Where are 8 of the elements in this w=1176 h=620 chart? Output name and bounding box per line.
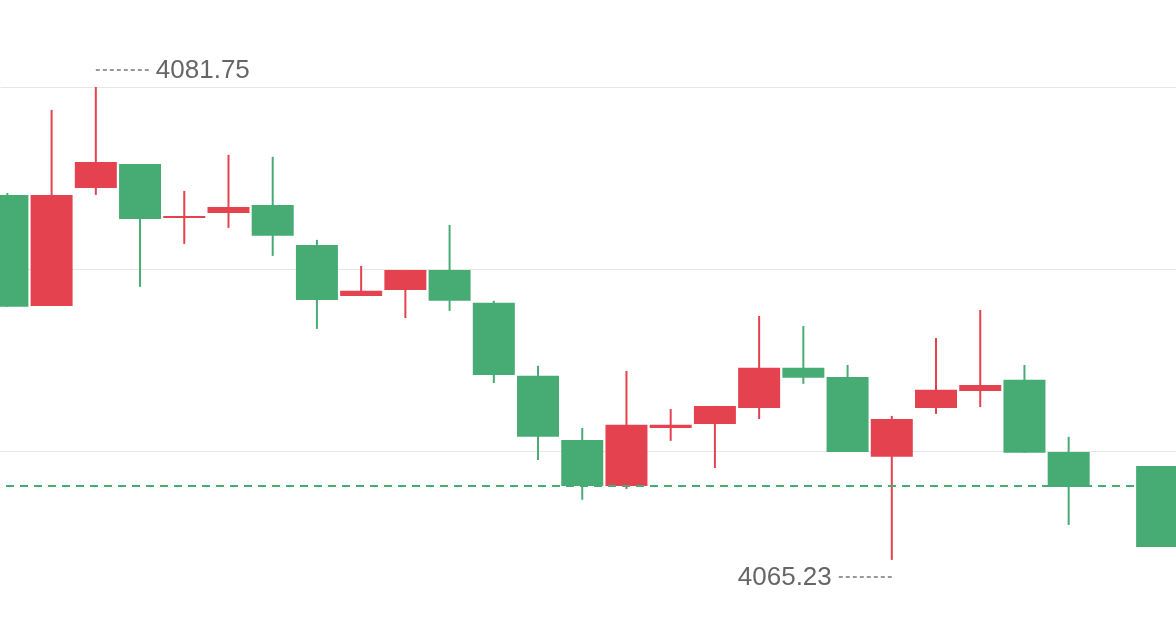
candlestick [959, 309, 1002, 409]
annotation: 4081.75 [155, 54, 250, 85]
candlestick [649, 408, 692, 442]
candlestick [163, 189, 206, 245]
annotation: 4065.23 [737, 560, 832, 591]
candlestick [340, 264, 383, 297]
candlestick [782, 325, 825, 385]
candlestick [207, 153, 250, 229]
